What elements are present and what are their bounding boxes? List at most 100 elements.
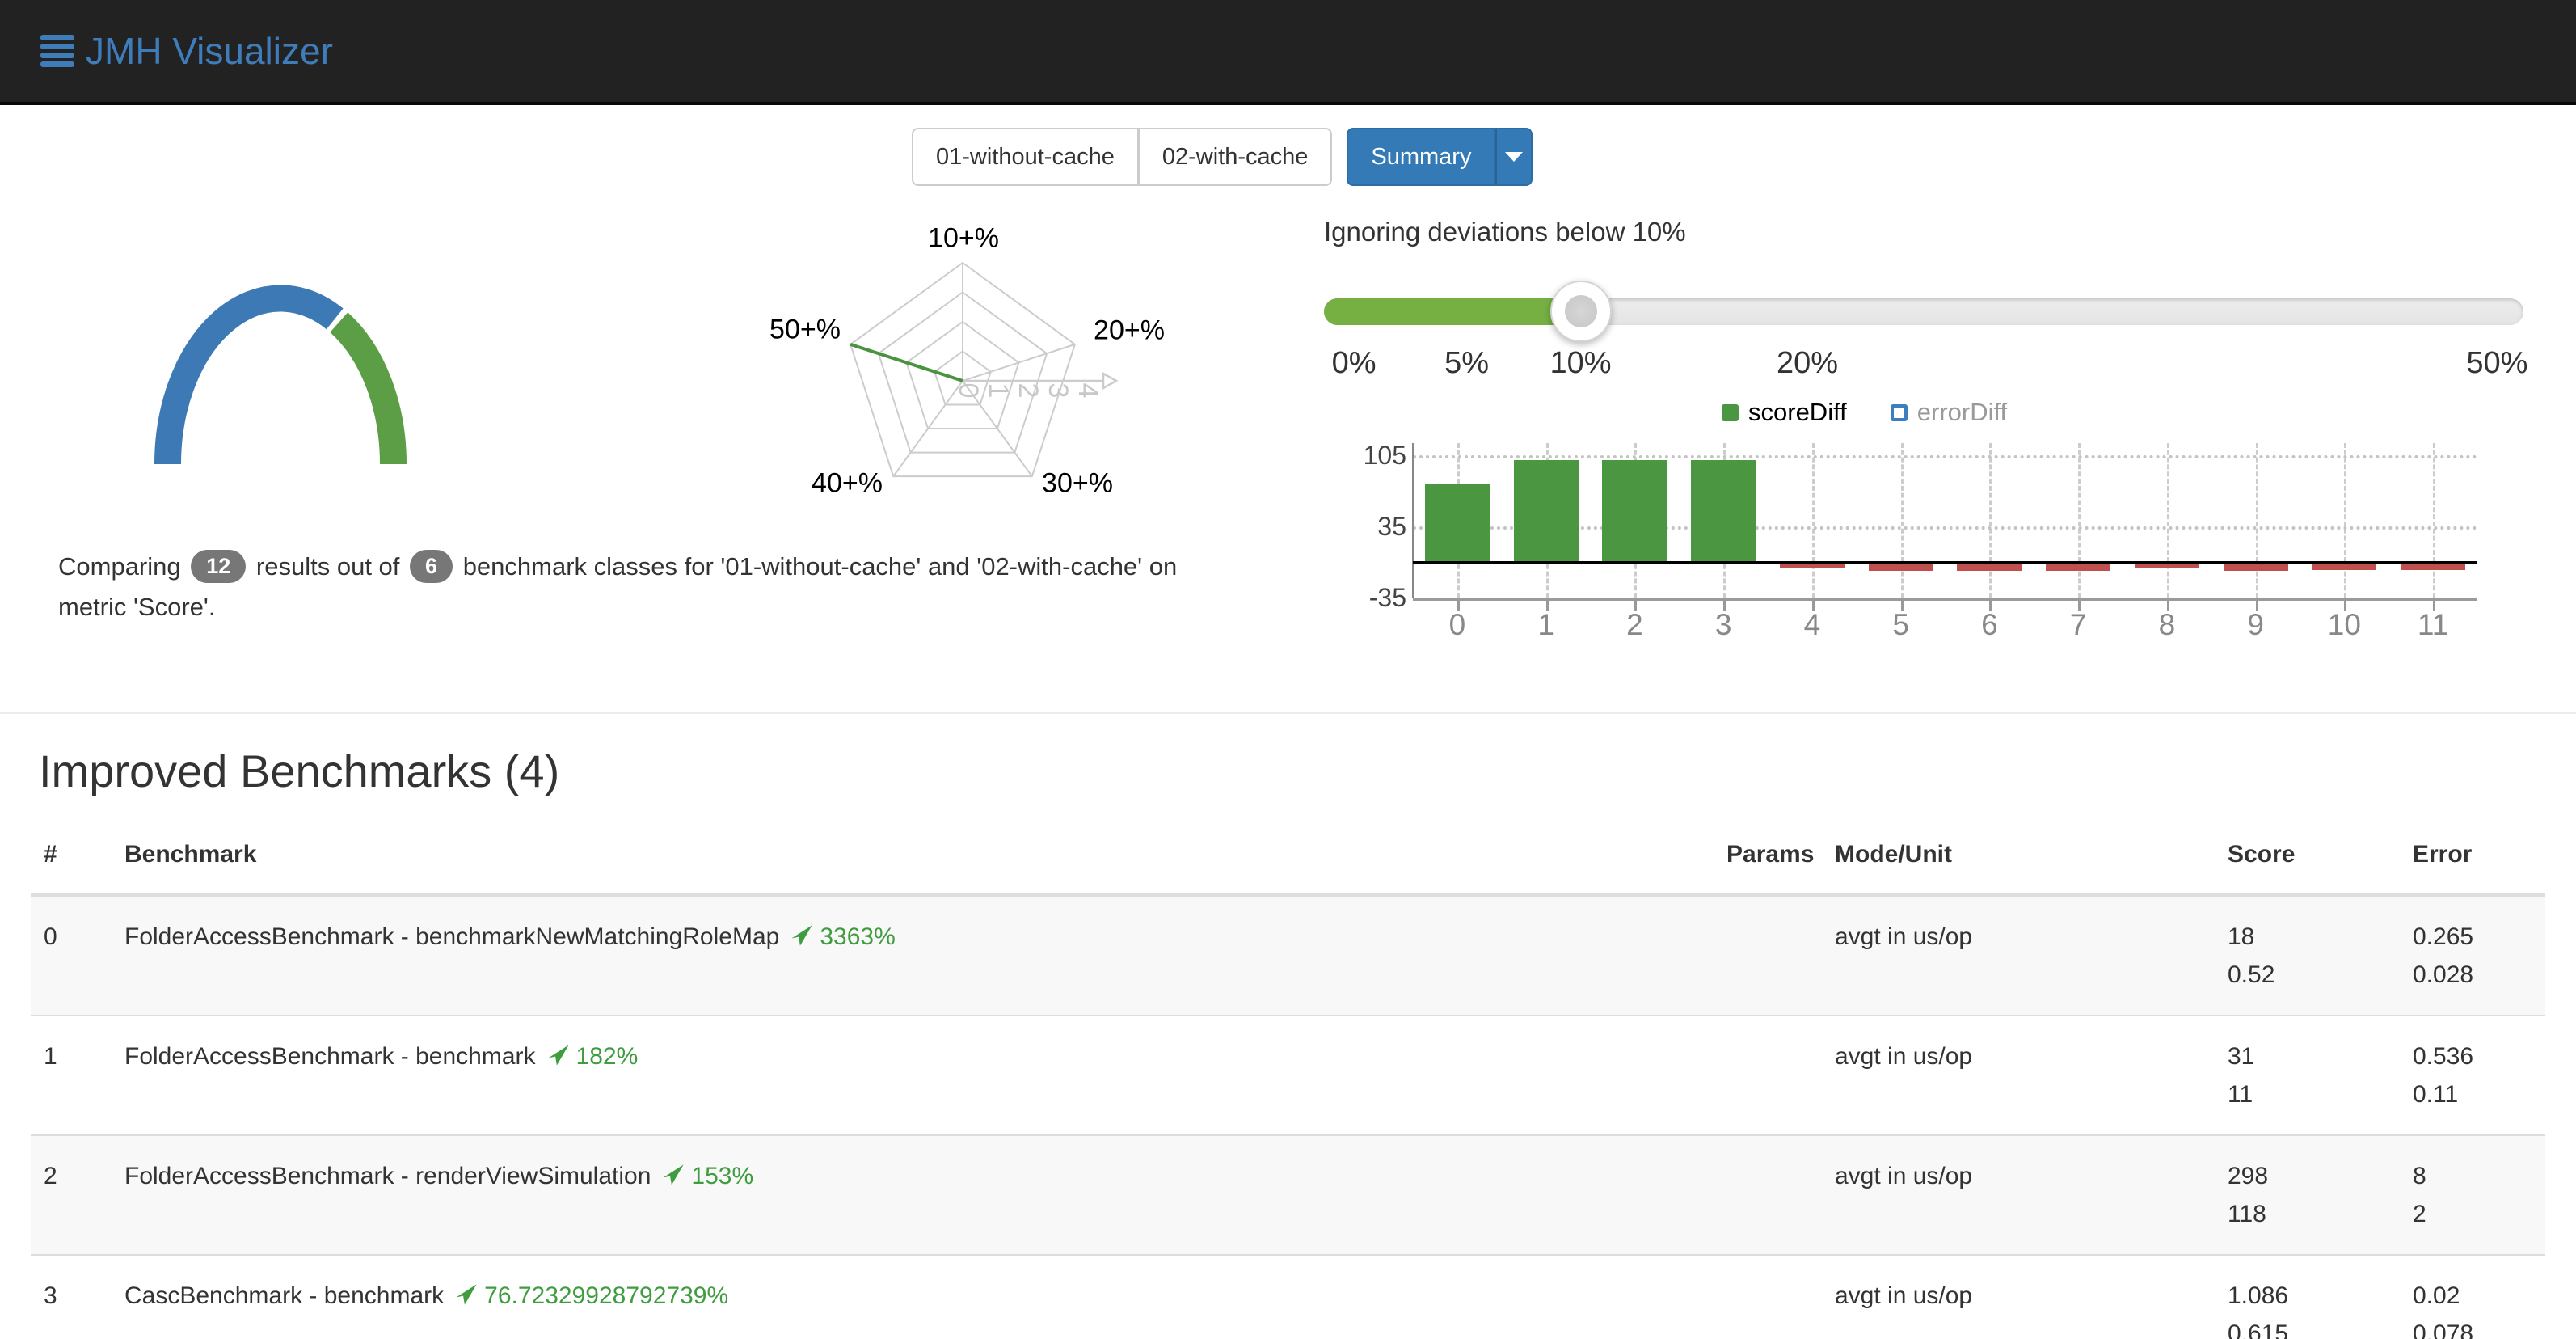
comparing-middle: results out of: [255, 552, 400, 581]
bar-chart-vgridline: [2344, 443, 2347, 598]
slider-fill: [1324, 298, 1581, 325]
row-index: 2: [31, 1134, 112, 1255]
summary-dropdown-button[interactable]: [1495, 128, 1533, 186]
bar-chart-vgridline: [1811, 443, 1815, 598]
mode-unit-cell: avgt in us/op: [1822, 1015, 2215, 1135]
bar-4[interactable]: [1779, 564, 1845, 568]
mode-unit-cell: avgt in us/op: [1822, 1134, 2215, 1255]
run-toolbar: 01-without-cache 02-with-cache Summary: [912, 128, 1533, 186]
bar-chart-x-tick: [1457, 598, 1460, 611]
benchmark-name: FolderAccessBenchmark - benchmarkNewMatc…: [124, 923, 780, 950]
bar-10[interactable]: [2312, 564, 2377, 570]
row-index: 1: [31, 1015, 112, 1135]
bar-chart-x-tick: [1545, 598, 1549, 611]
legend-label-scorediff: scoreDiff: [1748, 398, 1847, 426]
bar-chart-y-label: -35: [1368, 583, 1406, 612]
change-percent: 153%: [691, 1163, 754, 1189]
slider-handle[interactable]: [1549, 281, 1612, 342]
legend-item-errordiff[interactable]: errorDiff: [1890, 398, 2007, 427]
classes-count-badge: 6: [410, 550, 453, 583]
benchmarks-table: # Benchmark Params Mode/Unit Score Error…: [31, 826, 2545, 1339]
bar-chart-x-tick: [1900, 598, 1904, 611]
run-tab-02-with-cache[interactable]: 02-with-cache: [1138, 128, 1333, 186]
gauge-slice-improved-results: [330, 312, 407, 465]
deviation-slider[interactable]: [1324, 281, 2523, 342]
bar-1[interactable]: [1513, 460, 1579, 562]
score-cell: 298 118: [2215, 1134, 2400, 1255]
benchmark-row[interactable]: 0 FolderAccessBenchmark - benchmarkNewMa…: [31, 893, 2545, 1016]
bar-chart-vgridline: [1900, 443, 1904, 598]
summary-button[interactable]: Summary: [1347, 128, 1496, 186]
results-count-badge: 12: [191, 550, 247, 583]
radar-axis-label-10: 10+%: [928, 222, 999, 254]
bar-chart-y-label: 105: [1363, 441, 1406, 470]
row-index: 0: [31, 893, 112, 1016]
section-title: Improved Benchmarks (4): [39, 746, 560, 796]
bar-chart-vgridline: [2433, 443, 2436, 598]
benchmark-row[interactable]: 3 CascBenchmark - benchmark 76.7232992879…: [31, 1254, 2545, 1339]
error-cell: 0.536 0.11: [2400, 1015, 2545, 1135]
legend-item-scorediff[interactable]: scoreDiff: [1722, 398, 1847, 427]
bar-chart-vgridline: [2255, 443, 2258, 598]
benchmark-row[interactable]: 1 FolderAccessBenchmark - benchmark 182% …: [31, 1015, 2545, 1135]
bar-chart-x-label: 9: [2247, 608, 2264, 641]
bar-8[interactable]: [2134, 564, 2199, 568]
bar-chart-x-tick: [1989, 598, 1992, 611]
bar-chart-x-tick: [2255, 598, 2258, 611]
bar-chart-x-label: 10: [2327, 608, 2361, 641]
bar-chart-y-gridline: [1413, 455, 2477, 458]
radar-axis-label-20: 20+%: [1094, 315, 1165, 346]
change-percent: 76.72329928792739%: [484, 1282, 729, 1309]
score-cell: 31 11: [2215, 1015, 2400, 1135]
comparing-prefix: Comparing: [58, 552, 181, 581]
bar-2[interactable]: [1602, 460, 1667, 562]
brand-link[interactable]: JMH Visualizer: [40, 29, 333, 73]
mode-unit-cell: avgt in us/op: [1822, 893, 2215, 1016]
error-cell: 0.02 0.078: [2400, 1254, 2545, 1339]
bar-chart-x-label: 0: [1448, 608, 1466, 641]
navbar: JMH Visualizer: [0, 0, 2576, 105]
bar-chart-y-gridline: [1413, 598, 2477, 601]
bar-chart-legend: scoreDiff errorDiff: [1722, 398, 2051, 427]
bar-5[interactable]: [1868, 564, 1933, 571]
bar-chart-x-tick: [1723, 598, 1726, 611]
menu-icon: [40, 35, 74, 67]
bar-chart-x-label: 6: [1981, 608, 1998, 641]
bar-chart-x-tick: [2433, 598, 2436, 611]
bar-chart-x-label: 5: [1892, 608, 1909, 641]
params-cell: [1714, 893, 1822, 1016]
col-params: Params: [1714, 826, 1822, 897]
bar-chart-x-label: 2: [1626, 608, 1643, 641]
svg-text:4: 4: [1073, 383, 1103, 399]
params-cell: [1714, 1015, 1822, 1135]
benchmark-cell: FolderAccessBenchmark - benchmark 182%: [112, 1015, 1714, 1135]
col-index: #: [31, 826, 112, 897]
bar-chart-y-label: 35: [1377, 512, 1406, 541]
bar-chart-x-label: 3: [1714, 608, 1732, 641]
benchmark-cell: FolderAccessBenchmark - renderViewSimula…: [112, 1134, 1714, 1255]
benchmark-cell: CascBenchmark - benchmark 76.723299287927…: [112, 1254, 1714, 1339]
svg-text:2: 2: [1013, 383, 1043, 399]
bar-6[interactable]: [1957, 564, 2022, 571]
mode-unit-cell: avgt in us/op: [1822, 1254, 2215, 1339]
run-tab-01-without-cache[interactable]: 01-without-cache: [912, 128, 1139, 186]
score-cell: 18 0.52: [2215, 893, 2400, 1016]
bar-7[interactable]: [2046, 564, 2111, 571]
benchmark-row[interactable]: 2 FolderAccessBenchmark - renderViewSimu…: [31, 1134, 2545, 1255]
bar-11[interactable]: [2401, 564, 2466, 570]
bar-chart-plot: 0 1 2 3 4 5 6 7 8 9 10 11: [1412, 443, 2477, 641]
bar-chart-y-axis-line: [1412, 443, 1414, 598]
score-diff-bar-chart: 105 35 -35 0 1 2 3 4 5 6 7 8 9 10 11: [1342, 441, 2538, 651]
benchmark-name: FolderAccessBenchmark - benchmark: [124, 1043, 536, 1070]
bar-0[interactable]: [1424, 484, 1490, 562]
bar-chart-x-tick: [2166, 598, 2169, 611]
slider-tick-label-10%: 10%: [1549, 346, 1612, 380]
benchmark-name: CascBenchmark - benchmark: [124, 1282, 445, 1309]
slider-tick-label-50%: 50%: [2466, 346, 2528, 380]
bar-9[interactable]: [2223, 564, 2288, 571]
bar-chart-x-label: 11: [2417, 608, 2449, 641]
trend-up-icon: [663, 1164, 684, 1185]
bar-chart-x-tick: [2078, 598, 2081, 611]
benchmark-cell: FolderAccessBenchmark - benchmarkNewMatc…: [112, 893, 1714, 1016]
bar-3[interactable]: [1691, 460, 1756, 562]
